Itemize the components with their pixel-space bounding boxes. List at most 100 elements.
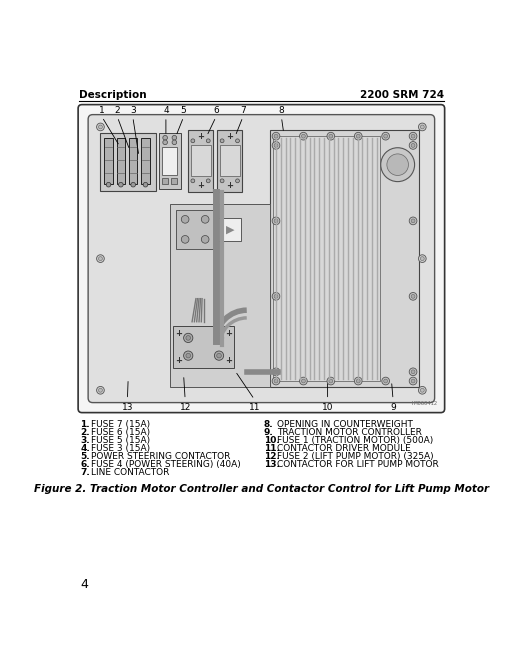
- Circle shape: [410, 219, 414, 223]
- Circle shape: [272, 368, 279, 376]
- Circle shape: [381, 378, 389, 385]
- Bar: [117, 138, 125, 184]
- Text: 4.: 4.: [80, 444, 90, 453]
- FancyBboxPatch shape: [88, 115, 434, 403]
- Bar: [217, 130, 242, 191]
- Circle shape: [214, 351, 223, 360]
- Circle shape: [408, 217, 416, 224]
- Circle shape: [383, 134, 387, 138]
- Circle shape: [181, 215, 189, 223]
- Bar: [100, 133, 156, 191]
- Circle shape: [131, 182, 135, 187]
- Text: 8: 8: [278, 106, 284, 115]
- Circle shape: [201, 236, 209, 244]
- Text: 11: 11: [248, 403, 260, 412]
- Text: 11.: 11.: [263, 444, 279, 453]
- Text: 6: 6: [213, 106, 218, 115]
- Text: FUSE 7 (15A): FUSE 7 (15A): [91, 420, 150, 428]
- Circle shape: [96, 387, 104, 394]
- Circle shape: [381, 132, 389, 140]
- Circle shape: [419, 125, 423, 129]
- Circle shape: [326, 132, 334, 140]
- Text: +: +: [224, 356, 231, 365]
- Circle shape: [143, 182, 148, 187]
- Circle shape: [408, 292, 416, 300]
- Circle shape: [272, 217, 279, 224]
- Circle shape: [408, 378, 416, 385]
- Bar: [104, 138, 112, 184]
- Circle shape: [273, 219, 277, 223]
- Circle shape: [206, 179, 210, 183]
- Circle shape: [301, 379, 305, 383]
- Circle shape: [354, 132, 361, 140]
- Text: 6.: 6.: [80, 460, 90, 469]
- Text: 12.: 12.: [263, 452, 279, 461]
- Circle shape: [354, 378, 361, 385]
- Text: 13: 13: [122, 403, 133, 412]
- Circle shape: [410, 134, 414, 138]
- Circle shape: [273, 379, 277, 383]
- Text: 1.: 1.: [80, 420, 90, 428]
- Circle shape: [417, 123, 426, 131]
- Circle shape: [273, 134, 277, 138]
- Circle shape: [98, 388, 102, 392]
- Text: 2: 2: [115, 106, 120, 115]
- Bar: [141, 138, 150, 184]
- Text: +: +: [226, 132, 233, 141]
- Circle shape: [299, 378, 306, 385]
- Text: +: +: [196, 132, 204, 141]
- Text: 2.: 2.: [80, 428, 90, 437]
- Circle shape: [181, 236, 189, 244]
- Bar: [162, 147, 177, 175]
- Circle shape: [216, 353, 221, 358]
- Circle shape: [386, 154, 408, 176]
- Circle shape: [410, 143, 414, 147]
- Circle shape: [186, 335, 190, 341]
- Text: 9.: 9.: [263, 428, 273, 437]
- Circle shape: [272, 142, 279, 149]
- Circle shape: [220, 179, 223, 183]
- Circle shape: [272, 292, 279, 300]
- Text: 1: 1: [99, 106, 105, 115]
- Circle shape: [96, 255, 104, 263]
- Text: TRACTION MOTOR CONTROLLER: TRACTION MOTOR CONTROLLER: [276, 428, 421, 437]
- Text: 4: 4: [163, 106, 168, 115]
- Text: +: +: [224, 329, 231, 338]
- Circle shape: [98, 257, 102, 261]
- Circle shape: [301, 134, 305, 138]
- Bar: [218, 218, 241, 241]
- Text: 7: 7: [240, 106, 245, 115]
- Circle shape: [273, 370, 277, 374]
- Circle shape: [328, 134, 332, 138]
- Circle shape: [235, 179, 239, 183]
- Circle shape: [419, 388, 423, 392]
- Text: +: +: [226, 181, 233, 190]
- Circle shape: [216, 335, 221, 341]
- Circle shape: [220, 139, 223, 143]
- Text: Description: Description: [79, 90, 146, 100]
- Circle shape: [96, 123, 104, 131]
- Text: 2200 SRM 724: 2200 SRM 724: [359, 90, 443, 100]
- Text: ▶: ▶: [225, 224, 234, 234]
- Text: 3: 3: [130, 106, 135, 115]
- Text: 12: 12: [179, 403, 190, 412]
- Circle shape: [328, 379, 332, 383]
- Text: OPENING IN COUNTERWEIGHT: OPENING IN COUNTERWEIGHT: [276, 420, 412, 428]
- Circle shape: [172, 135, 176, 140]
- Circle shape: [356, 379, 359, 383]
- Circle shape: [272, 132, 279, 140]
- Text: 10.: 10.: [263, 436, 279, 445]
- Circle shape: [408, 132, 416, 140]
- Circle shape: [419, 257, 423, 261]
- Circle shape: [299, 132, 306, 140]
- Circle shape: [118, 182, 123, 187]
- Text: +: +: [175, 356, 182, 365]
- Circle shape: [356, 134, 359, 138]
- Text: LINE CONTACTOR: LINE CONTACTOR: [91, 468, 169, 477]
- Circle shape: [214, 333, 223, 343]
- Circle shape: [326, 378, 334, 385]
- Circle shape: [380, 148, 414, 182]
- Circle shape: [410, 294, 414, 298]
- Text: FUSE 3 (15A): FUSE 3 (15A): [91, 444, 150, 453]
- Text: 9: 9: [389, 403, 395, 412]
